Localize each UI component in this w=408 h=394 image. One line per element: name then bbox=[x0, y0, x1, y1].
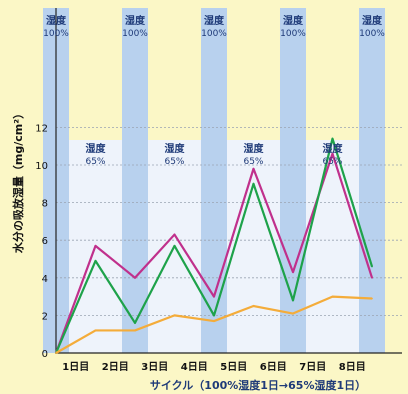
humidity-100-value: 100% bbox=[122, 29, 148, 39]
y-tick-label: 8 bbox=[42, 199, 48, 210]
data-point bbox=[134, 322, 136, 324]
y-axis-title: 水分の吸放湿量（mg/cm²） bbox=[11, 108, 25, 253]
data-point bbox=[213, 295, 215, 298]
humidity-100-band bbox=[280, 8, 306, 353]
data-point bbox=[292, 299, 294, 302]
data-point bbox=[134, 329, 136, 332]
data-point bbox=[292, 271, 294, 274]
data-point bbox=[252, 305, 255, 307]
data-point bbox=[94, 329, 97, 332]
x-tick-label: 1日目 bbox=[62, 361, 89, 373]
humidity-100-value: 100% bbox=[201, 29, 227, 39]
data-point bbox=[252, 167, 255, 170]
humidity-65-value: 65% bbox=[85, 157, 105, 167]
y-tick-label: 12 bbox=[35, 123, 48, 134]
humidity-100-band bbox=[359, 8, 385, 353]
data-point bbox=[292, 312, 294, 315]
humidity-65-band bbox=[306, 140, 359, 353]
x-axis-title: サイクル（100%湿度1日→65%湿度1日） bbox=[150, 378, 366, 392]
humidity-100-label: 湿度 bbox=[283, 14, 304, 27]
data-point bbox=[173, 314, 176, 317]
humidity-100-label: 湿度 bbox=[46, 14, 67, 27]
humidity-65-label: 湿度 bbox=[244, 142, 265, 155]
data-point bbox=[371, 276, 373, 279]
data-point bbox=[331, 295, 334, 298]
x-tick-label: 8日目 bbox=[339, 361, 366, 373]
data-point bbox=[213, 320, 215, 322]
y-tick-label: 4 bbox=[42, 274, 48, 285]
x-tick-label: 6日目 bbox=[260, 361, 287, 373]
y-tick-label: 10 bbox=[35, 161, 48, 172]
humidity-65-label: 湿度 bbox=[323, 142, 344, 155]
data-point bbox=[94, 259, 97, 262]
humidity-65-value: 65% bbox=[164, 157, 184, 167]
y-tick-label: 0 bbox=[42, 349, 48, 360]
humidity-100-label: 湿度 bbox=[362, 14, 383, 27]
data-point bbox=[213, 314, 215, 317]
data-point bbox=[173, 244, 176, 247]
humidity-100-label: 湿度 bbox=[204, 14, 225, 27]
humidity-100-value: 100% bbox=[280, 29, 306, 39]
data-point bbox=[94, 244, 97, 247]
data-point bbox=[252, 182, 255, 185]
data-point bbox=[173, 233, 176, 236]
data-point bbox=[331, 137, 334, 140]
y-tick-label: 2 bbox=[42, 311, 48, 322]
x-tick-label: 3日目 bbox=[141, 361, 168, 373]
data-point bbox=[371, 265, 373, 268]
humidity-65-label: 湿度 bbox=[86, 142, 107, 155]
humidity-100-value: 100% bbox=[359, 29, 385, 39]
y-tick-label: 6 bbox=[42, 236, 48, 247]
humidity-65-band bbox=[227, 140, 280, 353]
x-tick-label: 7日目 bbox=[299, 361, 326, 373]
humidity-65-value: 65% bbox=[322, 157, 342, 167]
humidity-65-value: 65% bbox=[243, 157, 263, 167]
x-tick-label: 4日目 bbox=[181, 361, 208, 373]
humidity-65-label: 湿度 bbox=[165, 142, 186, 155]
x-tick-label: 2日目 bbox=[102, 361, 129, 373]
x-tick-label: 5日目 bbox=[220, 361, 247, 373]
data-point bbox=[134, 276, 136, 279]
humidity-100-band bbox=[122, 8, 148, 353]
humidity-100-label: 湿度 bbox=[125, 14, 146, 27]
data-point bbox=[371, 297, 373, 300]
data-point bbox=[331, 152, 334, 155]
data-point bbox=[55, 352, 57, 354]
humidity-100-value: 100% bbox=[43, 29, 69, 39]
